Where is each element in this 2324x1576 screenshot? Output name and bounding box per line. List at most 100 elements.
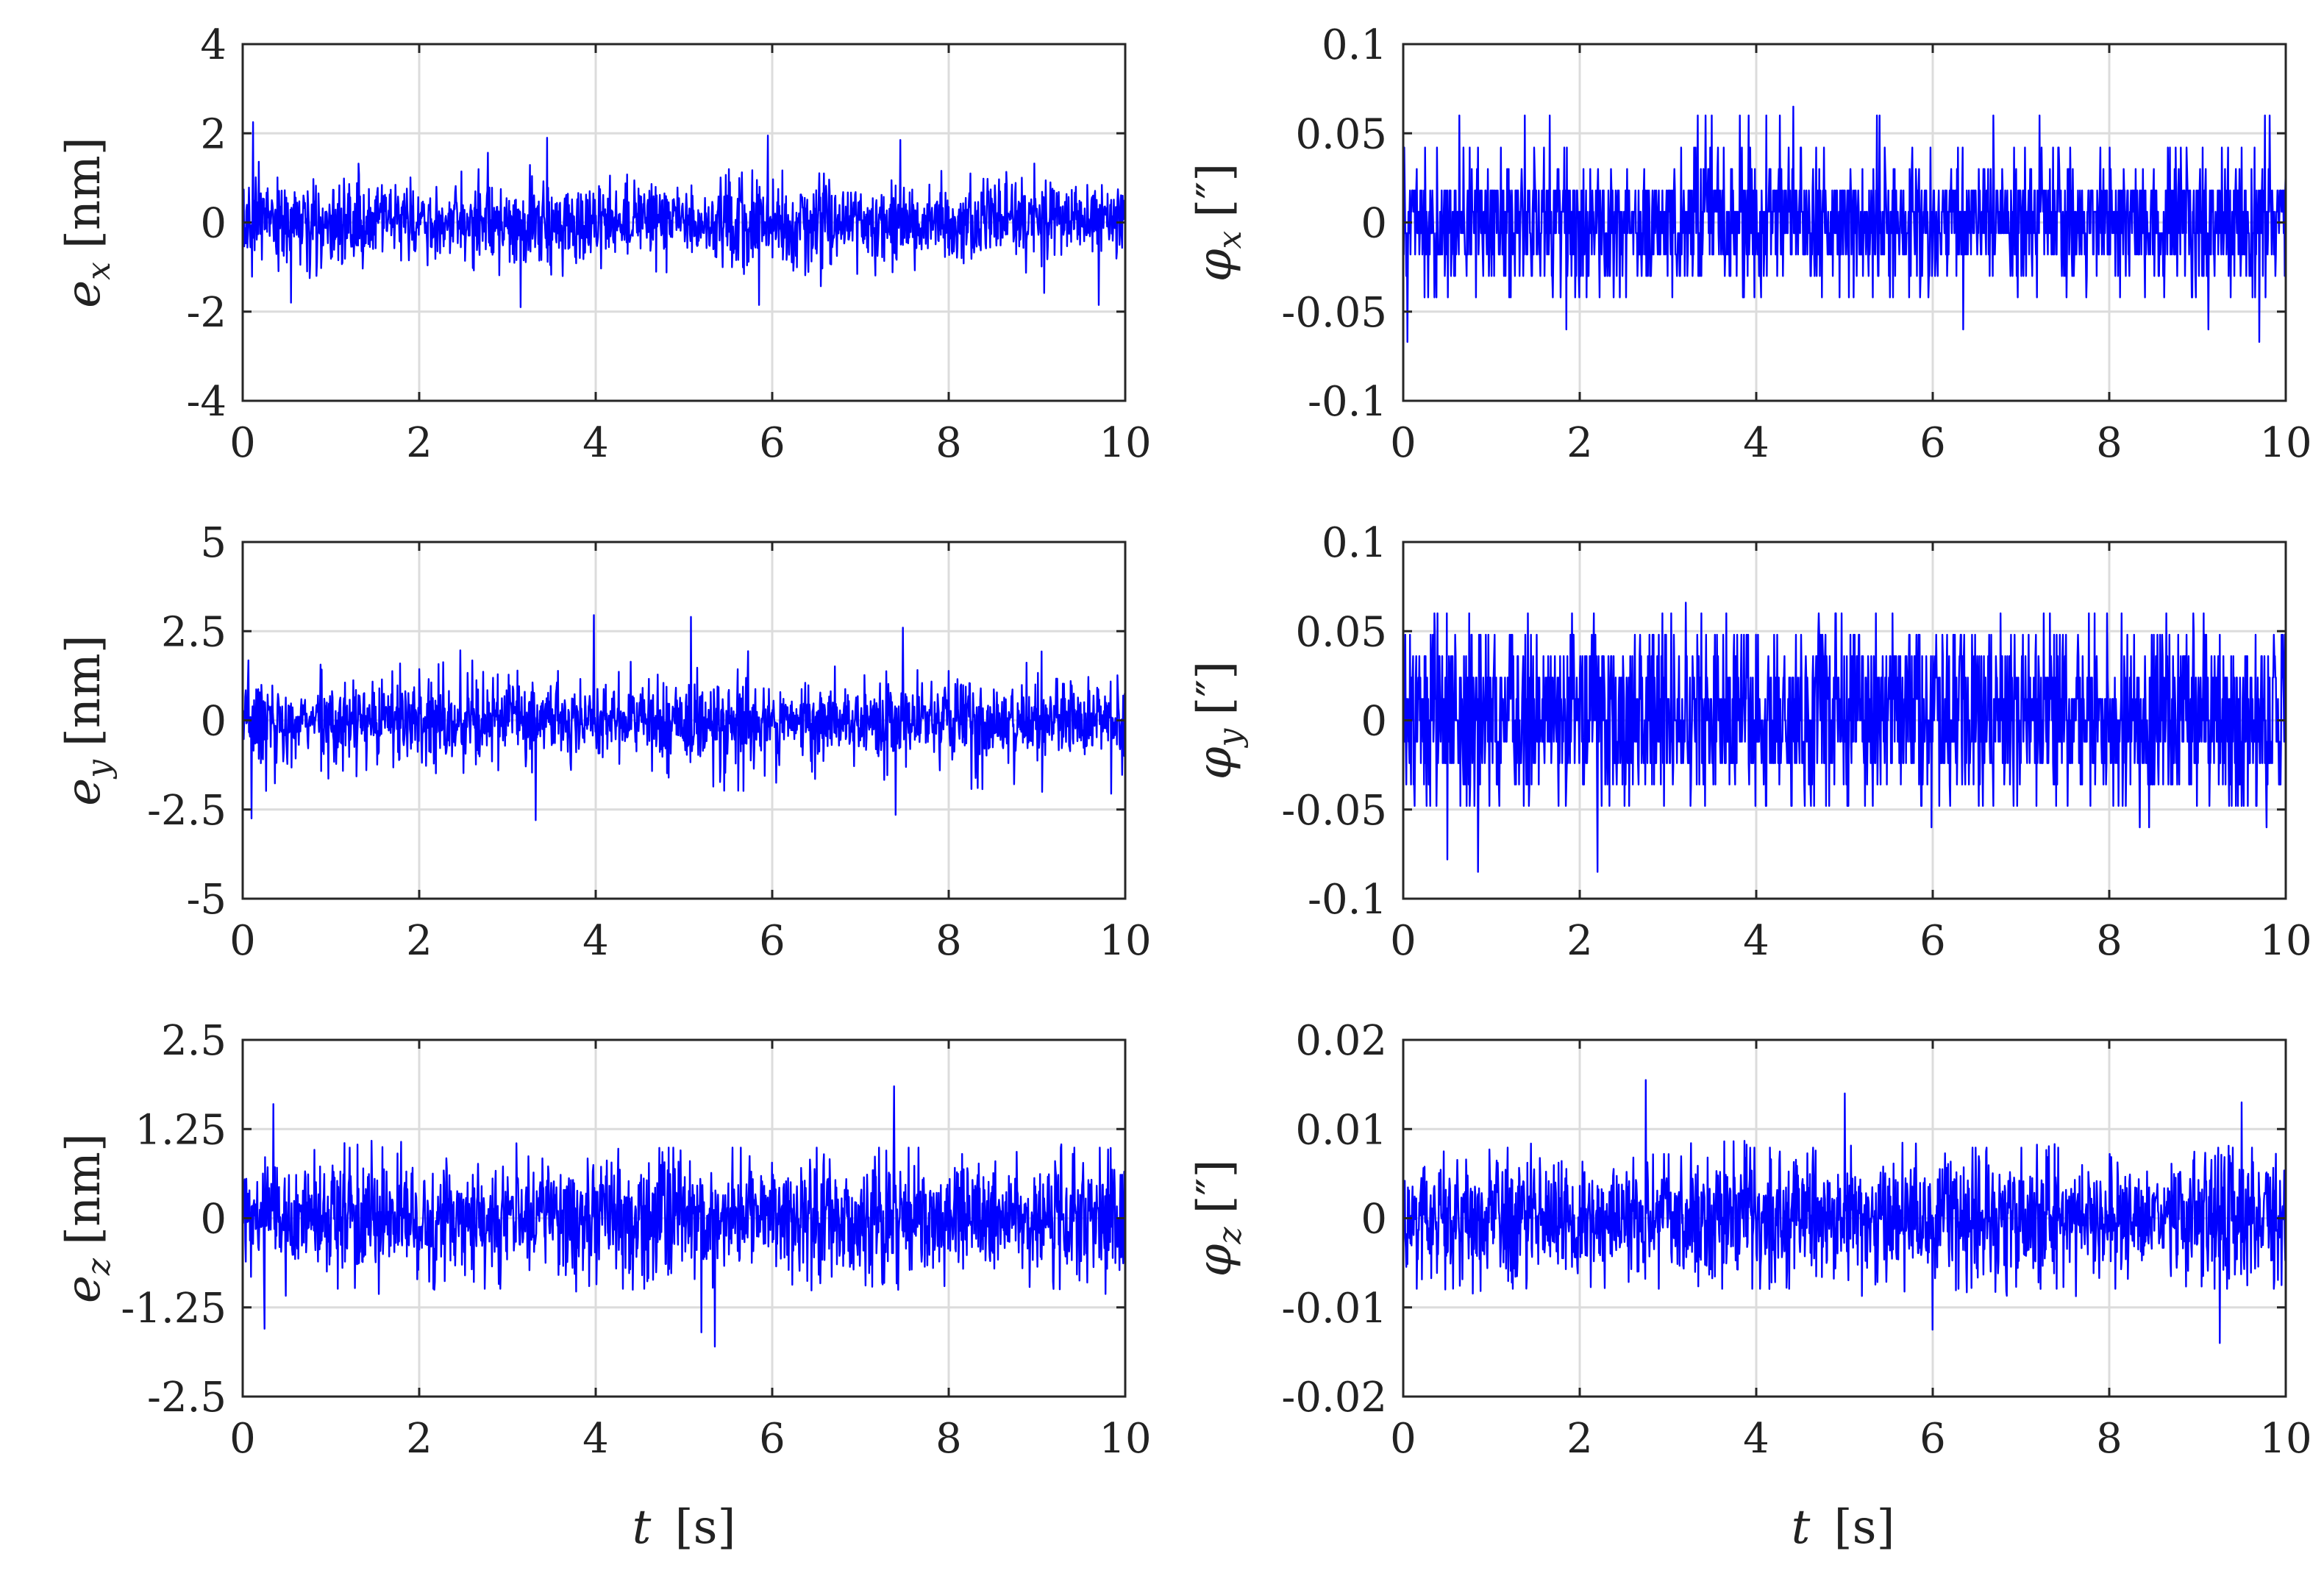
y-tick-label: -4 <box>186 378 227 426</box>
x-tick-label: 6 <box>759 1415 785 1463</box>
x-tick-label: 2 <box>406 917 432 965</box>
x-tick-label: 0 <box>1390 1415 1416 1463</box>
x-tick-label: 0 <box>229 917 256 965</box>
y-axis-label-sub: y <box>80 759 118 780</box>
y-tick-label: 0.02 <box>1295 1017 1387 1065</box>
subplot-phix: 0 2 4 6 8 10 -0.1 -0.05 0 0.05 0.1 φx [″] <box>1188 21 2312 467</box>
x-tick-label: 6 <box>759 917 785 965</box>
x-tick-label: 4 <box>1743 1415 1769 1463</box>
x-axis-label-var: t <box>632 1500 652 1555</box>
series-line-ex <box>241 121 1127 308</box>
series-line-phiy <box>1402 602 2286 873</box>
y-tick-label: 0 <box>1361 698 1387 746</box>
y-tick-label: -5 <box>186 876 227 924</box>
y-tick-label: 0.1 <box>1322 21 1387 69</box>
y-tick-label: -0.1 <box>1308 378 1387 426</box>
x-axis-label-left: t [s] <box>632 1500 736 1555</box>
x-tick-label: 10 <box>2259 917 2311 965</box>
y-axis-label: ez [nm] <box>57 1133 118 1303</box>
y-tick-label: 2.5 <box>161 608 227 656</box>
y-axis-label-unit: [″] <box>1188 1160 1242 1214</box>
x-tick-label: 8 <box>2096 917 2122 965</box>
y-axis-label-sub: z <box>80 1258 118 1276</box>
y-axis-label-var: e <box>57 280 111 308</box>
y-axis-label-unit: [″] <box>1188 163 1242 218</box>
y-tick-label: -2.5 <box>147 1374 227 1422</box>
y-tick-label: 0.05 <box>1295 110 1387 158</box>
x-tick-label: 0 <box>229 1415 256 1463</box>
y-tick-label: 2.5 <box>161 1017 227 1065</box>
x-tick-label: 4 <box>582 917 609 965</box>
y-tick-label: -0.01 <box>1281 1285 1387 1333</box>
subplot-ey: 0 2 4 6 8 10 -5 -2.5 0 2.5 5 ey [nm] <box>57 519 1152 965</box>
x-tick-label: 4 <box>1743 917 1769 965</box>
y-axis-label-unit: [nm] <box>57 635 111 746</box>
x-tick-label: 0 <box>1390 419 1416 467</box>
y-axis-label: φy [″] <box>1188 661 1249 780</box>
x-tick-label: 8 <box>935 917 962 965</box>
y-axis-label-unit: [nm] <box>57 137 111 249</box>
y-axis-label: ex [nm] <box>57 137 118 308</box>
y-tick-label: 0 <box>1361 1196 1387 1244</box>
y-axis-label-var: φ <box>1188 249 1242 282</box>
y-tick-label: -2.5 <box>147 787 227 835</box>
y-tick-label: 0 <box>200 200 227 248</box>
x-axis-label-unit: [s] <box>1834 1500 1895 1555</box>
y-axis-label-sub: y <box>1211 727 1249 748</box>
x-axis-label-right: t [s] <box>1792 1500 1895 1555</box>
series-line-phix <box>1402 105 2287 343</box>
y-axis-label-var: φ <box>1188 1244 1242 1277</box>
x-tick-label: 2 <box>1566 1415 1593 1463</box>
y-tick-label: 1.25 <box>135 1106 227 1154</box>
x-tick-label: 10 <box>2259 1415 2311 1463</box>
y-tick-label: 5 <box>200 519 227 567</box>
y-axis-label-var: φ <box>1188 746 1242 780</box>
series-line-ez <box>241 1085 1127 1348</box>
y-axis-label-sub: x <box>80 262 118 280</box>
subplot-ez: 0 2 4 6 8 10 -2.5 -1.25 0 1.25 2.5 ez [nm] <box>57 1017 1152 1463</box>
y-tick-label: 0.05 <box>1295 608 1387 656</box>
y-tick-label: 2 <box>200 110 227 158</box>
y-tick-label: -0.05 <box>1281 289 1387 337</box>
x-tick-label: 10 <box>1099 917 1151 965</box>
x-tick-label: 4 <box>582 1415 609 1463</box>
x-axis-label-unit: [s] <box>675 1500 736 1555</box>
y-axis-label-sub: z <box>1211 1227 1249 1245</box>
x-tick-label: 6 <box>1920 917 1946 965</box>
x-tick-label: 10 <box>1099 1415 1151 1463</box>
y-tick-label: -0.02 <box>1281 1374 1387 1422</box>
y-axis-label-var: e <box>57 1275 111 1303</box>
x-tick-label: 10 <box>2259 419 2311 467</box>
series-line-phiz <box>1402 1079 2287 1344</box>
x-tick-label: 8 <box>2096 419 2122 467</box>
x-tick-label: 2 <box>1566 419 1593 467</box>
x-tick-label: 0 <box>1390 917 1416 965</box>
y-tick-label: 0 <box>200 698 227 746</box>
x-tick-label: 4 <box>582 419 609 467</box>
x-tick-label: 8 <box>2096 1415 2122 1463</box>
x-tick-label: 6 <box>1920 419 1946 467</box>
y-tick-label: -0.1 <box>1308 876 1387 924</box>
y-tick-label: 0.01 <box>1295 1106 1387 1154</box>
x-tick-label: 4 <box>1743 419 1769 467</box>
x-tick-label: 6 <box>759 419 785 467</box>
y-axis-label: φz [″] <box>1188 1160 1249 1277</box>
x-tick-label: 0 <box>229 419 256 467</box>
x-tick-label: 8 <box>935 419 962 467</box>
y-tick-label: 0 <box>1361 200 1387 248</box>
x-tick-label: 10 <box>1099 419 1151 467</box>
subplot-ex: 0 2 4 6 8 10 -4 -2 0 2 4 ex [nm] <box>57 21 1152 467</box>
y-axis-label-var: e <box>57 778 111 806</box>
subplot-phiz: 0 2 4 6 8 10 -0.02 -0.01 0 0.01 0.02 φz [″] <box>1188 1017 2312 1463</box>
y-axis-label-sub: x <box>1211 230 1249 249</box>
y-tick-label: 4 <box>200 21 227 69</box>
y-axis-label-unit: [″] <box>1188 661 1242 716</box>
x-tick-label: 2 <box>1566 917 1593 965</box>
y-tick-label: 0 <box>200 1196 227 1244</box>
x-tick-label: 2 <box>406 419 432 467</box>
x-tick-label: 2 <box>406 1415 432 1463</box>
y-tick-label: -0.05 <box>1281 787 1387 835</box>
y-axis-label: ey [nm] <box>57 635 118 806</box>
